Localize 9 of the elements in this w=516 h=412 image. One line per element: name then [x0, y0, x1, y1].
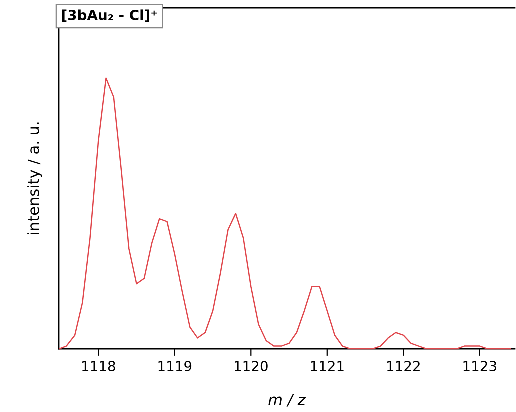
y-axis-title: intensity / a. u. — [28, 122, 42, 234]
x-tick-label: 1123 — [464, 361, 496, 372]
chart-title: [3bAu₂ - Cl]⁺ — [62, 10, 158, 22]
x-axis-title: m / z — [268, 394, 306, 407]
x-tick-label: 1122 — [387, 361, 420, 372]
x-tick-label: 1120 — [235, 361, 268, 372]
x-tick-label: 1118 — [82, 361, 116, 372]
x-tick-label: 1119 — [158, 361, 192, 372]
x-tick-label: 1121 — [311, 361, 344, 372]
